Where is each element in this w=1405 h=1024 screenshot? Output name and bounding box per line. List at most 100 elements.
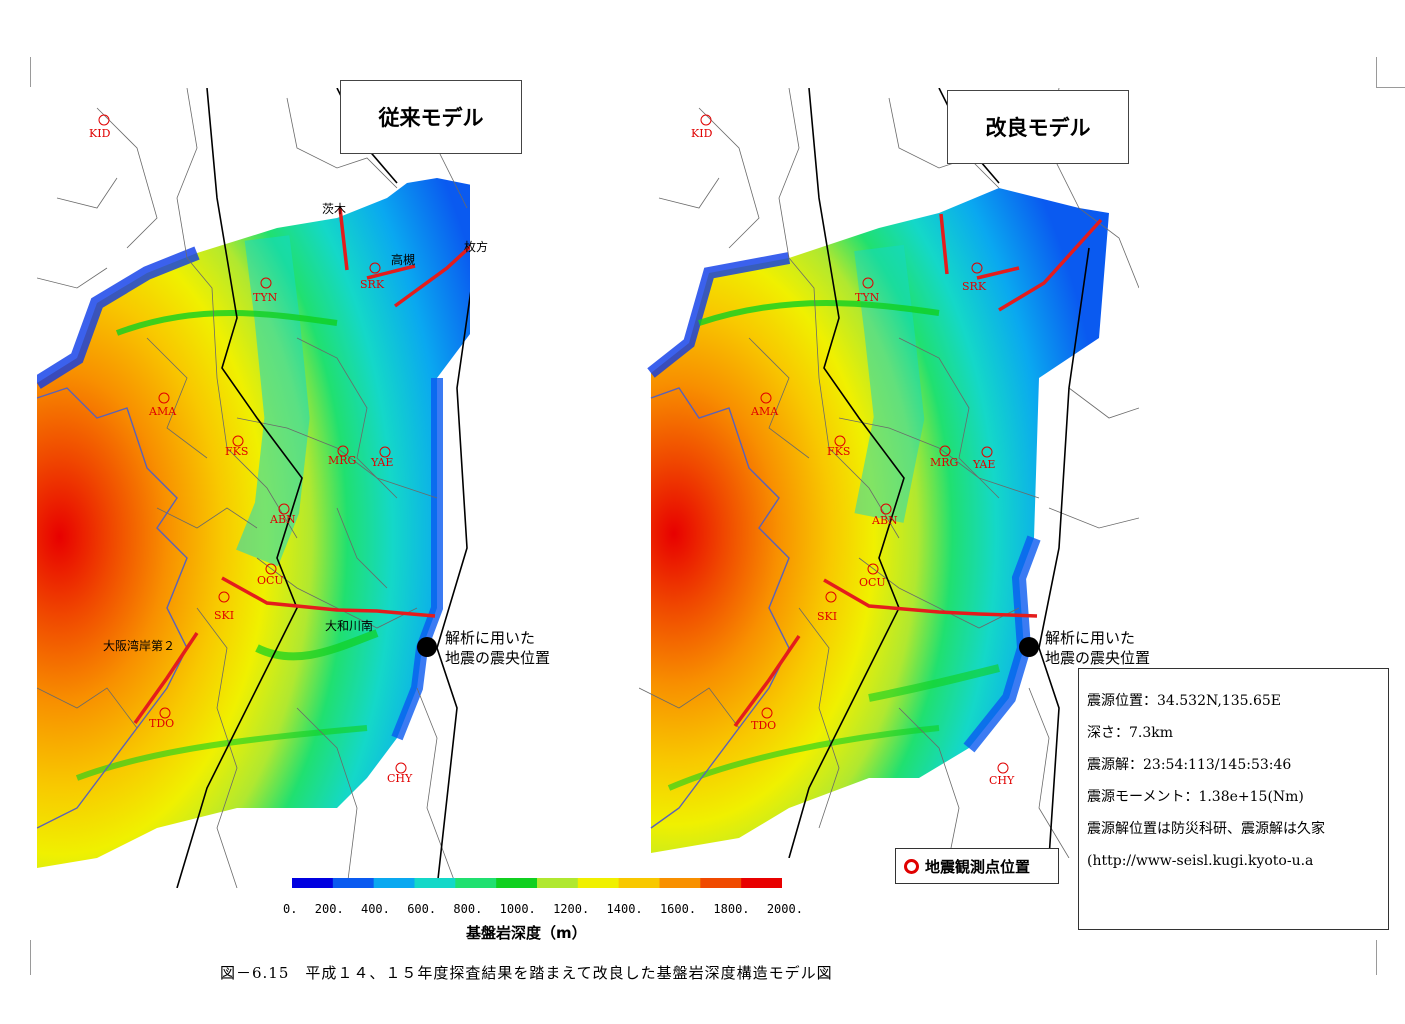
- coastline: [37, 387, 188, 829]
- station-marker: [939, 445, 951, 457]
- epicenter-label-left: 解析に用いた 地震の震央位置: [445, 628, 550, 668]
- green-ridge: [255, 629, 379, 661]
- figure-caption: 図－6.15 平成１４、１５年度探査結果を踏まえて改良した基盤岩深度構造モデル図: [220, 964, 833, 982]
- station-marker: [218, 591, 230, 603]
- station-label: MRG: [930, 456, 958, 469]
- colorbar-segment: [618, 878, 661, 888]
- station-labels: KID TYN SRK AMA FKS MRG YAE ABN OCU SKI …: [89, 127, 413, 785]
- prefecture-boundary: [788, 88, 905, 858]
- station-marker: [379, 446, 391, 458]
- station-label: ABN: [871, 514, 898, 527]
- station-marker: [260, 277, 272, 289]
- station-marker: [825, 591, 837, 603]
- station-label: YAE: [972, 458, 995, 471]
- basin-edge-band: [647, 252, 791, 378]
- stations: [700, 114, 1009, 774]
- colorbar-tick-label: 2000.: [766, 902, 803, 916]
- source-info-box: 震源位置：34.532N,135.65E 深さ：7.3km 震源解：23:54:…: [1078, 668, 1389, 930]
- colorbar-title: 基盤岩深度（m）: [466, 924, 587, 942]
- station-label: TYN: [855, 291, 880, 304]
- green-ridge: [75, 725, 368, 781]
- map-improved-svg: KID TYN SRK AMA FKS MRG YAE ABN OCU SKI …: [639, 88, 1139, 858]
- basin-edge-band: [37, 246, 200, 389]
- epicenter-label-right: 解析に用いた 地震の震央位置: [1045, 628, 1150, 668]
- station-marker: [760, 392, 772, 404]
- station-legend: 地震観測点位置: [895, 848, 1059, 884]
- municipal-boundaries: [37, 88, 468, 888]
- colorbar-segment: [373, 878, 416, 888]
- station-marker: [862, 277, 874, 289]
- station-marker: [98, 114, 110, 126]
- station-marker: [395, 762, 407, 774]
- source-reference: 震源解位置は防災科研、震源解は久家: [1087, 821, 1325, 837]
- station-label: SRK: [360, 278, 385, 291]
- depth-colorbar: [292, 878, 782, 888]
- green-ridge: [698, 300, 940, 326]
- station-marker: [159, 707, 171, 719]
- station-marker: [880, 503, 892, 515]
- colorbar-segment: [537, 878, 579, 888]
- map-conventional-svg: KID TYN SRK AMA FKS MRG YAE ABN OCU SKI …: [37, 88, 470, 888]
- epicenter-label-line1: 解析に用いた: [1045, 629, 1136, 647]
- shallow-band: [236, 235, 310, 567]
- colorbar-segment: [741, 878, 782, 888]
- station-marker: [369, 262, 381, 274]
- station-label: SKI: [214, 609, 234, 622]
- station-label: OCU: [859, 576, 886, 589]
- station-marker: [981, 446, 993, 458]
- shallow-band: [854, 244, 925, 523]
- colorbar-segment: [455, 878, 497, 888]
- municipal-boundaries: [639, 88, 1139, 858]
- coastline: [650, 387, 790, 829]
- panel-title-improved: 改良モデル: [947, 90, 1129, 164]
- faults: [133, 207, 470, 725]
- station-marker: [971, 262, 983, 274]
- station-marker: [700, 114, 712, 126]
- colorbar-tick-label: 1800.: [713, 902, 750, 916]
- station-marker: [265, 563, 277, 575]
- colorbar-tick-label: 400.: [360, 902, 390, 916]
- colorbar-tick-label: 200.: [314, 902, 344, 916]
- epicenter-marker: [417, 637, 437, 657]
- colorbar-tick-label: 1400.: [606, 902, 643, 916]
- crop-mark-bottom-left: [30, 940, 31, 975]
- colorbar-segment: [659, 878, 701, 888]
- station-marker: [997, 762, 1009, 774]
- green-ridge: [868, 664, 1000, 702]
- station-label: SRK: [962, 280, 987, 293]
- crop-mark-top-right: [1376, 57, 1405, 88]
- station-marker: [867, 563, 879, 575]
- colorbar-tick-labels: 0. 200. 400. 600. 800. 1000. 1200. 1400. 1600. 18…: [283, 902, 803, 916]
- station-label: AMA: [148, 405, 177, 418]
- station-label: TDO: [751, 719, 776, 732]
- red-ring-icon: [904, 858, 919, 874]
- station-label: FKS: [827, 445, 850, 458]
- colorbar-segment: [332, 878, 375, 888]
- station-marker: [337, 445, 349, 457]
- prefecture-boundary: [176, 88, 303, 888]
- fault-label-takatsuki: 高槻: [391, 253, 416, 267]
- colorbar-tick-label: 1000.: [499, 902, 536, 916]
- colorbar-tick-label: 600.: [407, 902, 437, 916]
- fault-label-hirakata: 枚方: [464, 240, 489, 254]
- colorbar-tick-label: 1600.: [659, 902, 697, 916]
- epicenter-marker: [1019, 637, 1039, 657]
- station-label: KID: [691, 127, 713, 140]
- colorbar-segment: [577, 878, 620, 888]
- prefecture-boundary: [1038, 247, 1090, 858]
- colorbar-segment: [414, 878, 456, 888]
- station-legend-label: 地震観測点位置: [925, 857, 1031, 876]
- epicenter-label-line2: 地震の震央位置: [1045, 649, 1151, 667]
- source-moment: 震源モーメント：1.38e+15(Nm): [1087, 789, 1304, 805]
- green-ridge: [115, 310, 338, 336]
- crop-mark-top-left: [30, 57, 31, 87]
- source-location: 震源位置：34.532N,135.65E: [1087, 693, 1281, 709]
- colorbar-tick-label: 800.: [453, 902, 483, 916]
- crop-mark-bottom-right: [1376, 940, 1377, 975]
- fault-label-ibaraki: 茨木: [322, 202, 347, 216]
- station-label: SKI: [817, 610, 837, 623]
- station-label: CHY: [387, 772, 413, 785]
- epicenter-label-line1: 解析に用いた: [445, 629, 536, 647]
- station-label: MRG: [328, 454, 356, 467]
- station-label: KID: [89, 127, 111, 140]
